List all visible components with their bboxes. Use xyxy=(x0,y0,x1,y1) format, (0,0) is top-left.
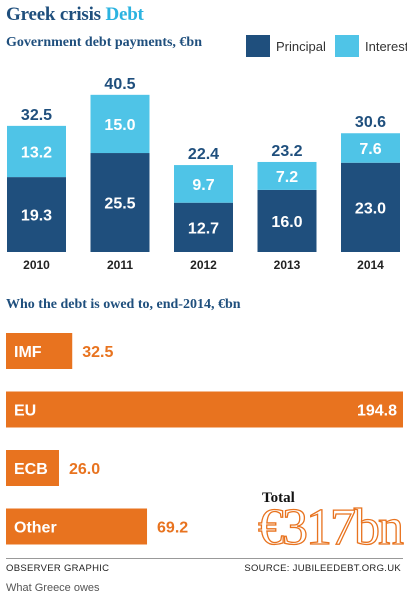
payments-chart-subtitle: Government debt payments, €bn xyxy=(6,35,203,50)
bar-principal-2014 xyxy=(341,162,400,252)
footer-divider xyxy=(6,558,403,559)
chart-title: Greek crisis Debt xyxy=(6,4,144,26)
category-label-imf: IMF xyxy=(14,344,42,361)
label-principal-2014: 23.0 xyxy=(355,200,386,217)
bar-interest-2012 xyxy=(174,165,233,203)
bar-imf xyxy=(6,333,73,369)
legend-principal: Principal xyxy=(246,35,326,57)
legend-label-interest: Interest xyxy=(365,38,407,54)
debt-payments-stacked-bar-chart: 19.3 13.2 32.5 2010 25.5 15.0 40.5 2011 12.7 9.7 2… xyxy=(7,76,400,272)
category-label-other: Other xyxy=(14,520,57,537)
legend-label-principal: Principal xyxy=(276,38,326,54)
bar-principal-2010 xyxy=(7,177,66,252)
label-total-2011: 40.5 xyxy=(104,76,135,93)
creditors-horizontal-bar-chart: IMF 32.5 EU 194.8 ECB 26.0 Other 69.2 xyxy=(6,333,403,545)
category-label-ecb: ECB xyxy=(14,461,48,478)
value-label-ecb: 26.0 xyxy=(69,461,100,478)
bar-other xyxy=(6,508,148,545)
label-interest-2010: 13.2 xyxy=(21,144,52,161)
total-value: €317bn xyxy=(257,498,404,556)
legend-swatch-principal xyxy=(246,35,270,57)
label-principal-2010: 19.3 xyxy=(21,208,52,225)
label-interest-2012: 9.7 xyxy=(192,177,214,194)
bar-interest-2013 xyxy=(257,161,317,190)
creditors-chart-subtitle: Who the debt is owed to, end-2014, €bn xyxy=(6,297,241,312)
category-label-2010: 2010 xyxy=(23,258,50,272)
bar-principal-2013 xyxy=(257,189,317,252)
image-caption: What Greece owes xyxy=(6,582,100,594)
category-label-eu: EU xyxy=(14,403,36,420)
total-label: Total xyxy=(262,490,295,506)
category-label-2014: 2014 xyxy=(357,258,384,272)
footer-source: SOURCE: JUBILEEDEBT.ORG.UK xyxy=(244,563,401,574)
bar-eu xyxy=(6,391,403,428)
bar-principal-2012 xyxy=(174,202,233,252)
bar-interest-2011 xyxy=(90,94,150,154)
bar-principal-2011 xyxy=(90,153,150,252)
title-part-greek-crisis: Greek crisis xyxy=(6,4,101,25)
category-label-2012: 2012 xyxy=(190,258,217,272)
bar-interest-2014 xyxy=(341,133,400,163)
value-label-eu: 194.8 xyxy=(357,403,397,420)
bar-ecb xyxy=(6,450,59,486)
footer-credit: OBSERVER GRAPHIC xyxy=(6,563,110,574)
label-total-2010: 32.5 xyxy=(21,107,52,124)
label-principal-2013: 16.0 xyxy=(271,214,302,231)
label-principal-2011: 25.5 xyxy=(104,196,135,213)
bar-interest-2010 xyxy=(7,125,66,178)
label-interest-2014: 7.6 xyxy=(359,141,381,158)
label-total-2014: 30.6 xyxy=(355,114,386,131)
title-part-debt: Debt xyxy=(105,4,144,25)
label-total-2013: 23.2 xyxy=(271,143,302,160)
legend-swatch-interest xyxy=(335,35,359,57)
label-interest-2011: 15.0 xyxy=(104,117,135,134)
value-label-imf: 32.5 xyxy=(82,344,113,361)
label-interest-2013: 7.2 xyxy=(276,169,298,186)
label-principal-2012: 12.7 xyxy=(188,220,219,237)
value-label-other: 69.2 xyxy=(157,520,188,537)
category-label-2013: 2013 xyxy=(274,258,301,272)
legend-interest: Interest xyxy=(335,35,407,57)
label-total-2012: 22.4 xyxy=(188,146,219,163)
category-label-2011: 2011 xyxy=(107,258,133,272)
